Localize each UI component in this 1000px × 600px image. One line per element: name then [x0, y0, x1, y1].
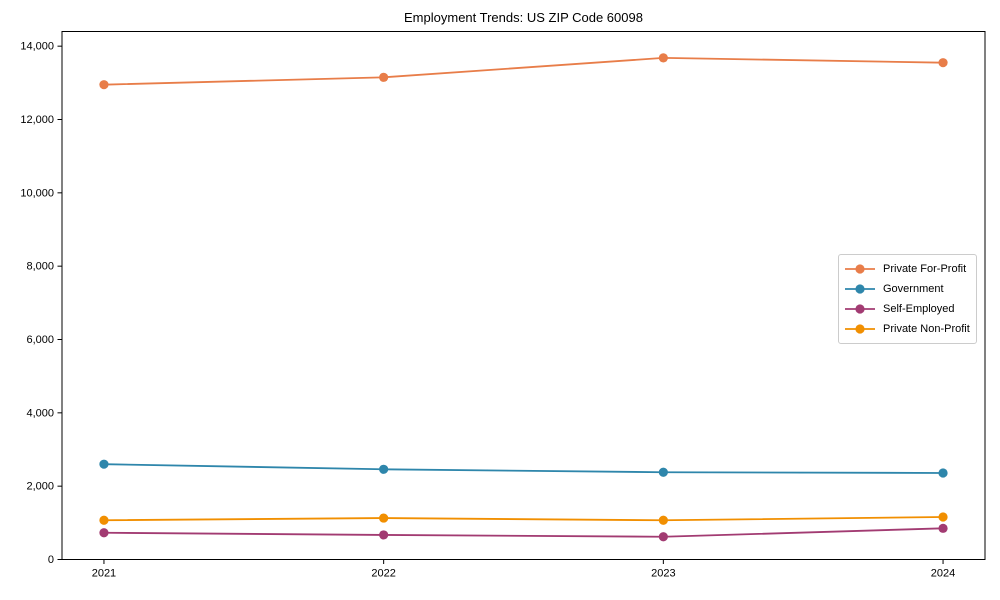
- x-tick-label: 2024: [931, 568, 955, 580]
- series-line: [103, 56, 944, 86]
- y-tick-label: 8,000: [26, 261, 54, 273]
- data-point: [938, 512, 948, 522]
- data-point: [99, 515, 109, 525]
- x-tick-label: 2022: [371, 568, 395, 580]
- data-point: [658, 515, 668, 525]
- y-tick-label: 10,000: [20, 187, 54, 199]
- legend-marker-icon: [845, 304, 875, 314]
- data-point: [938, 58, 948, 68]
- legend-marker-icon: [845, 264, 875, 274]
- data-point: [379, 72, 389, 82]
- data-point: [658, 532, 668, 542]
- y-tick-label: 0: [48, 554, 54, 566]
- data-point: [379, 530, 389, 540]
- y-tick-label: 6,000: [26, 334, 54, 346]
- legend-item: Private Non-Profit: [844, 319, 970, 339]
- legend-label: Government: [883, 283, 944, 295]
- data-point: [938, 468, 948, 478]
- data-point: [99, 459, 109, 469]
- chart-legend: Private For-Profit Government Self-Employe…: [838, 254, 977, 344]
- legend-item: Self-Employed: [844, 299, 970, 319]
- y-tick-label: 4,000: [26, 407, 54, 419]
- series-line: [103, 463, 944, 474]
- data-point: [379, 513, 389, 523]
- series-line: [103, 527, 944, 538]
- y-tick-label: 2,000: [26, 481, 54, 493]
- plot-border: [61, 31, 986, 560]
- y-tick-label: 12,000: [20, 114, 54, 126]
- x-tick-label: 2021: [92, 568, 116, 580]
- legend-marker-icon: [845, 284, 875, 294]
- legend-item: Government: [844, 279, 970, 299]
- legend-marker-icon: [845, 324, 875, 334]
- series-line: [103, 516, 944, 522]
- x-tick-label: 2023: [651, 568, 675, 580]
- data-point: [99, 80, 109, 90]
- data-point: [99, 528, 109, 538]
- data-point: [658, 53, 668, 63]
- y-tick-label: 14,000: [20, 41, 54, 53]
- chart-title: Employment Trends: US ZIP Code 60098: [404, 10, 643, 25]
- legend-label: Private For-Profit: [883, 263, 967, 275]
- legend-label: Self-Employed: [883, 303, 955, 315]
- legend-item: Private For-Profit: [844, 259, 970, 279]
- data-point: [379, 464, 389, 474]
- data-point: [658, 467, 668, 477]
- legend-label: Private Non-Profit: [883, 323, 970, 335]
- data-point: [938, 523, 948, 533]
